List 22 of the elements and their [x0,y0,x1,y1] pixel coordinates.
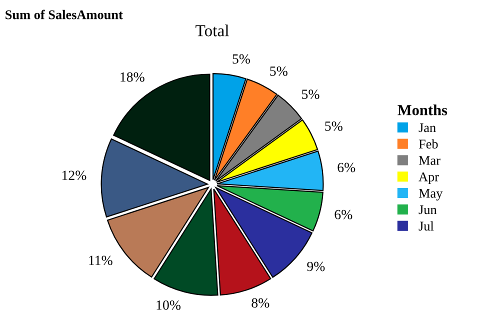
legend-label: Apr [418,172,439,184]
data-label: 5% [302,90,320,100]
data-label: 5% [270,66,288,76]
legend-label: Jun [418,205,437,214]
data-label: 12% [62,170,86,180]
data-label: 18% [120,72,144,82]
data-label: 11% [89,256,112,266]
legend-label: May [418,188,443,200]
chart-subtitle: Sum of SalesAmount [6,10,123,20]
data-label: 6% [338,162,356,172]
data-label: 5% [232,54,250,64]
data-label: 9% [307,262,325,272]
data-label: 5% [325,121,342,131]
chart-title: Total [196,24,229,36]
data-label: 8% [252,298,270,308]
legend-label: Feb [418,139,438,149]
data-label: 6% [334,210,352,220]
legend-label: Jul [418,221,434,231]
legend-label: Mar [418,156,440,165]
legend-title: Months [398,104,448,116]
legend-label: Jan [418,123,436,132]
data-label: 10% [156,300,181,310]
